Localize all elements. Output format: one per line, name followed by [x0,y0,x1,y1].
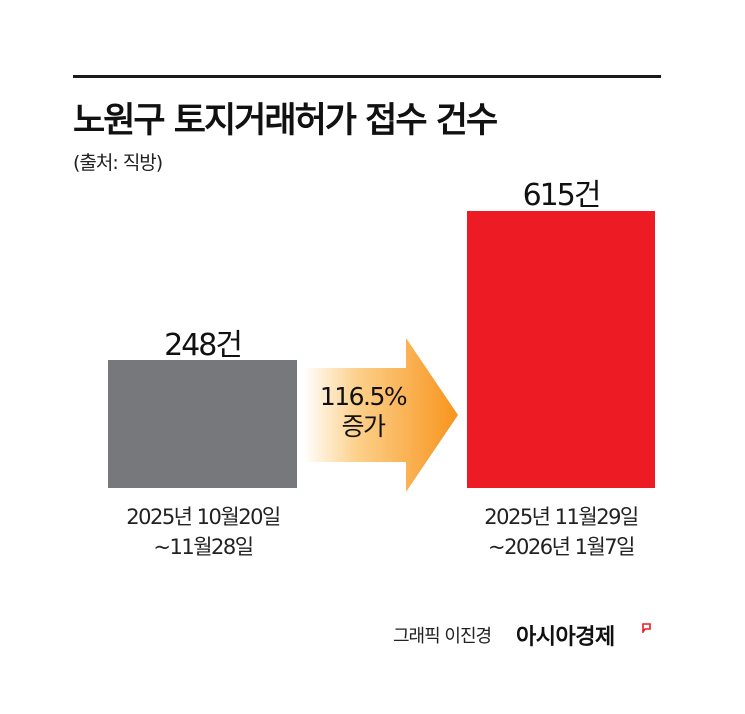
period-1-end: ~11월28일 [153,535,254,559]
increase-word: 증가 [341,412,386,441]
period-1-label: 2025년 10월20일 ~11월28일 [88,502,318,562]
period-2-end: ~2026년 1월7일 [488,535,635,559]
graphic-credit: 그래픽 이진경 [393,626,492,647]
period-2-label: 2025년 11월29일 ~2026년 1월7일 [446,502,676,562]
brand-flag-icon [642,623,651,633]
increase-arrow-icon [303,338,458,492]
bar-value-label: 248건 [164,328,243,363]
increase-percent: 116.5% [319,382,408,411]
chart-source: (출처: 직방) [73,152,163,174]
period-1-start: 2025년 10월20일 [126,505,281,529]
period-2-start: 2025년 11월29일 [484,505,639,529]
bar-value-label: 615건 [522,178,602,213]
title-rule [73,75,661,78]
bar-period-2 [467,211,655,488]
brand-logo: 아시아경제 [516,625,615,650]
increase-annotation: 116.5% 증가 [303,382,423,442]
chart-title: 노원구 토지거래허가 접수 건수 [73,101,498,141]
bar-period-1 [108,360,297,488]
